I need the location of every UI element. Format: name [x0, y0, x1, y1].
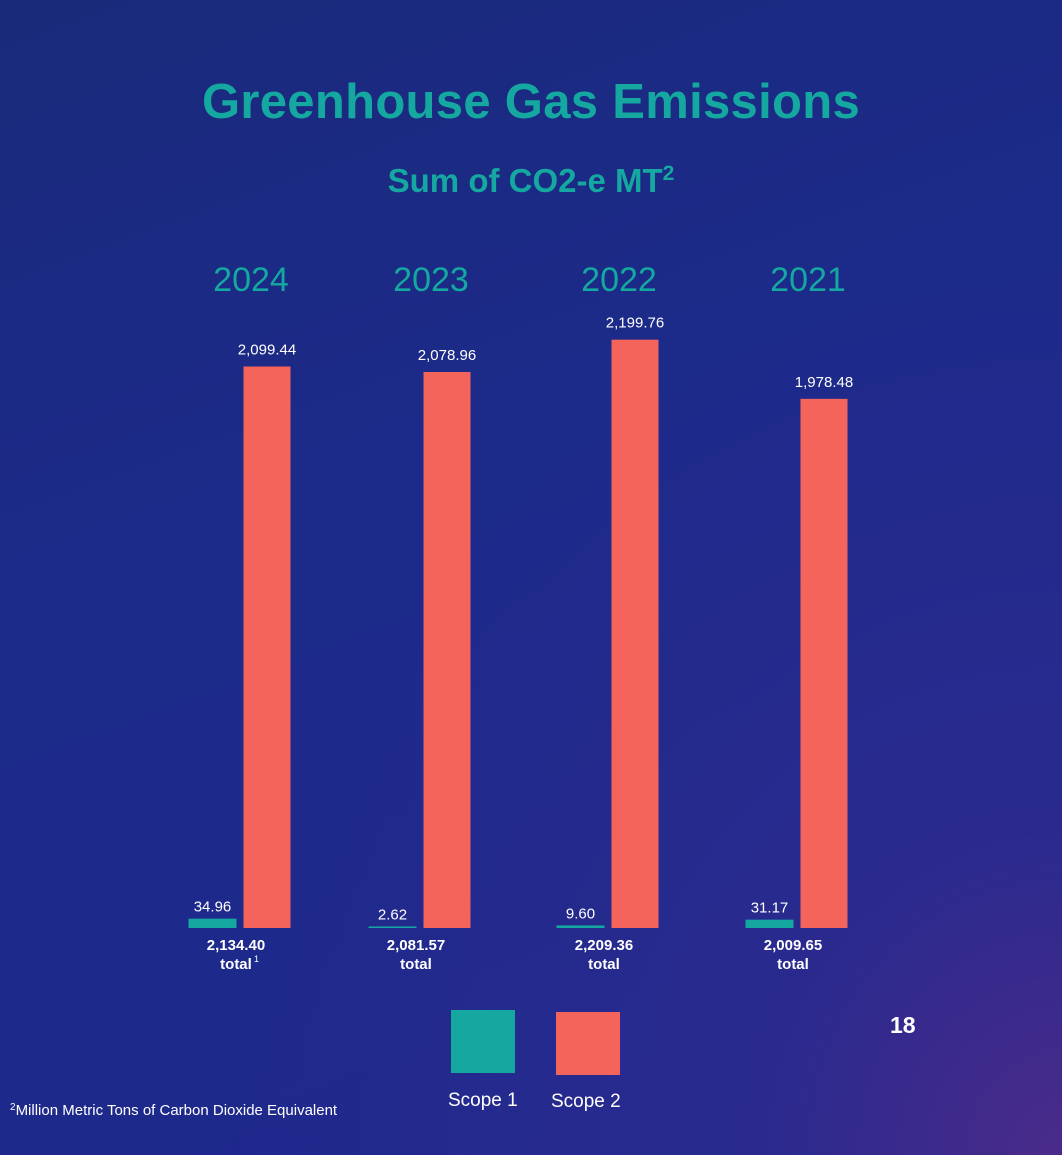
bar-scope-2-2022 — [611, 339, 659, 928]
page-number: 18 — [890, 1012, 916, 1038]
legend-label-scope-2: Scope 2 — [551, 1091, 621, 1112]
legend-swatch-scope-2 — [556, 1012, 620, 1075]
bar-scope-1-2022 — [556, 925, 605, 928]
legend-swatch-scope-1 — [451, 1010, 515, 1073]
total-label-2022: total — [588, 956, 620, 973]
year-label-2022: 2022 — [581, 261, 657, 299]
bar-scope-1-2021 — [745, 919, 794, 928]
subtitle-text: Sum of CO2-e MT — [387, 162, 663, 199]
footnote-text: Million Metric Tons of Carbon Dioxide Eq… — [15, 1102, 338, 1119]
total-value-2024: 2,134.40 — [207, 937, 265, 954]
chart-subtitle: Sum of CO2-e MT2 — [0, 162, 1062, 200]
subtitle-superscript: 2 — [662, 162, 675, 185]
total-value-2022: 2,209.36 — [575, 937, 633, 954]
value-label-scope-2-2022: 2,199.76 — [606, 315, 664, 332]
year-label-2024: 2024 — [213, 261, 289, 299]
value-label-scope-1-2023: 2.62 — [378, 907, 407, 924]
value-label-scope-2-2024: 2,099.44 — [238, 342, 296, 359]
value-label-scope-2-2021: 1,978.48 — [795, 374, 853, 391]
year-label-2023: 2023 — [393, 261, 469, 299]
value-label-scope-1-2024: 34.96 — [194, 899, 232, 916]
value-label-scope-1-2021: 31.17 — [751, 900, 789, 917]
bar-scope-1-2024 — [188, 918, 237, 928]
total-footnote-marker-2024: 1 — [254, 954, 259, 964]
year-label-2021: 2021 — [770, 261, 846, 299]
bar-scope-1-2023 — [368, 926, 417, 928]
legend-label-scope-1: Scope 1 — [448, 1090, 518, 1111]
total-value-2023: 2,081.57 — [387, 937, 445, 954]
total-label-2021: total — [777, 956, 809, 973]
value-label-scope-1-2022: 9.60 — [566, 905, 595, 922]
total-label-2023: total — [400, 956, 432, 973]
total-value-2021: 2,009.65 — [764, 937, 822, 954]
bar-scope-2-2021 — [800, 398, 848, 928]
chart-title: Greenhouse Gas Emissions — [201, 75, 861, 129]
footnote: 2Million Metric Tons of Carbon Dioxide E… — [10, 1102, 337, 1119]
total-label-2024: total — [220, 956, 252, 973]
bar-scope-2-2024 — [243, 366, 291, 928]
footnote-marker: 2 — [10, 1102, 16, 1113]
value-label-scope-2-2023: 2,078.96 — [418, 347, 476, 364]
bar-scope-2-2023 — [423, 371, 471, 928]
